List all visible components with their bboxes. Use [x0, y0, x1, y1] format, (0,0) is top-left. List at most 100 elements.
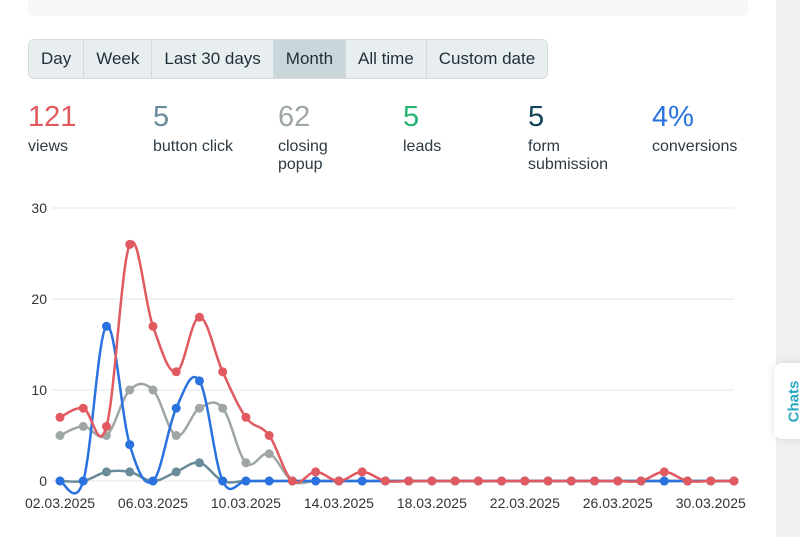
data-point: [171, 431, 181, 440]
data-point: [659, 467, 669, 477]
data-point: [427, 476, 437, 486]
tab-all-time[interactable]: All time: [346, 40, 427, 78]
data-point: [264, 431, 274, 440]
data-point: [380, 476, 390, 486]
data-point: [241, 412, 251, 422]
data-point: [590, 476, 600, 486]
data-point: [473, 476, 483, 486]
data-point: [543, 476, 553, 486]
data-point: [380, 476, 390, 486]
data-point: [311, 476, 321, 486]
data-point: [450, 476, 460, 486]
data-point: [473, 476, 483, 486]
x-tick-label: 10.03.2025: [211, 495, 281, 511]
stat-leads: 5 leads: [403, 100, 493, 156]
stat-label: form submission: [528, 138, 609, 173]
data-point: [706, 476, 716, 486]
data-point: [473, 476, 483, 486]
x-tick-label: 18.03.2025: [397, 495, 467, 511]
data-point: [706, 476, 716, 486]
data-point: [101, 467, 111, 477]
data-point: [311, 476, 321, 486]
chats-label: Chats: [785, 380, 800, 422]
tab-custom-date[interactable]: Custom date: [438, 49, 536, 68]
tab-last-30-days[interactable]: Last 30 days: [152, 40, 274, 78]
data-point: [613, 476, 623, 486]
data-point: [218, 476, 228, 486]
data-point: [287, 476, 297, 486]
data-point: [566, 476, 576, 486]
y-tick-label: 0: [39, 473, 47, 489]
data-point: [148, 476, 158, 486]
data-point: [194, 312, 204, 322]
data-point: [334, 476, 344, 486]
data-point: [241, 458, 251, 468]
data-point: [729, 476, 739, 486]
data-point: [450, 476, 460, 486]
data-point: [380, 476, 390, 486]
tab-month[interactable]: Month: [273, 40, 347, 78]
x-tick-label: 06.03.2025: [118, 495, 188, 511]
data-point: [520, 476, 530, 486]
data-point: [590, 476, 600, 486]
data-point: [683, 476, 693, 486]
data-point: [218, 476, 228, 486]
data-point: [55, 476, 65, 486]
data-point: [125, 385, 135, 395]
data-point: [520, 476, 530, 486]
data-point: [241, 476, 251, 486]
data-point: [590, 476, 600, 486]
data-point: [148, 385, 158, 395]
tab-day[interactable]: Day: [29, 40, 85, 78]
data-point: [497, 476, 507, 486]
data-point: [659, 476, 669, 486]
data-point: [194, 458, 204, 468]
data-point: [729, 476, 739, 486]
data-point: [636, 476, 646, 486]
data-point: [450, 476, 460, 486]
data-point: [450, 476, 460, 486]
data-point: [194, 376, 204, 386]
data-point: [729, 476, 739, 486]
data-point: [636, 476, 646, 486]
data-point: [357, 476, 367, 486]
top-panel: [28, 0, 748, 16]
data-point: [55, 431, 65, 440]
data-point: [78, 421, 88, 431]
y-tick-label: 20: [31, 291, 47, 307]
y-tick-label: 10: [31, 382, 47, 398]
series-line: [59, 325, 734, 495]
data-point: [427, 476, 437, 486]
data-point: [125, 440, 135, 450]
x-tick-label: 26.03.2025: [583, 495, 653, 511]
data-point: [78, 403, 88, 413]
chats-button[interactable]: Chats: [774, 363, 800, 439]
data-point: [404, 476, 414, 486]
series-line: [59, 382, 734, 485]
stat-label: button click: [153, 138, 234, 155]
data-point: [497, 476, 507, 486]
stat-form-submission: 5 form submission: [528, 100, 618, 174]
data-point: [497, 476, 507, 486]
date-range-tabs: Day Week Last 30 days Month All time Cus…: [28, 39, 549, 79]
data-point: [55, 412, 65, 422]
data-point: [357, 476, 367, 486]
data-point: [404, 476, 414, 486]
data-point: [683, 476, 693, 486]
data-point: [334, 476, 344, 486]
data-point: [380, 476, 390, 486]
stat-label: conversions: [652, 138, 738, 155]
data-point: [543, 476, 553, 486]
data-point: [683, 476, 693, 486]
data-point: [590, 476, 600, 486]
data-point: [636, 476, 646, 486]
data-point: [520, 476, 530, 486]
page-scrollbar[interactable]: [776, 0, 800, 537]
data-point: [171, 467, 181, 477]
stat-label: views: [28, 138, 69, 155]
tab-week[interactable]: Week: [84, 40, 153, 78]
data-point: [543, 476, 553, 486]
data-point: [566, 476, 576, 486]
data-point: [683, 476, 693, 486]
stat-value: 4%: [652, 101, 694, 133]
